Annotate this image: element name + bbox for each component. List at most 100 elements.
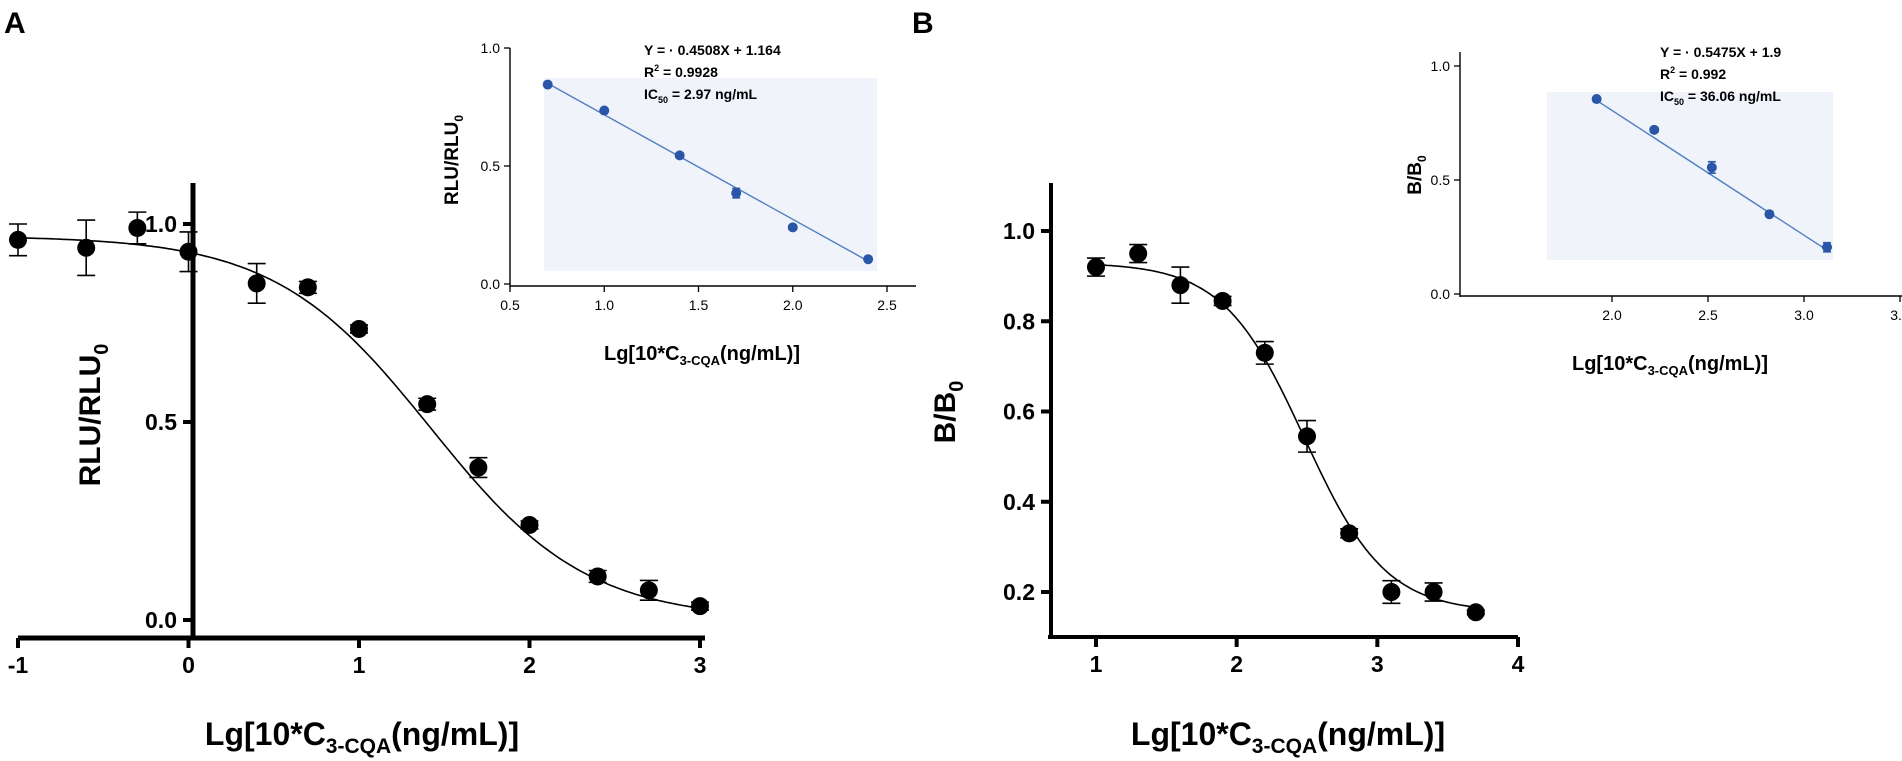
panel-b-data-point <box>1087 258 1105 277</box>
panel-b-y-ticks: 0.2 0.4 0.6 0.8 1.0 <box>1003 218 1051 605</box>
panel-a-x-axis-label: Lg[10*C3-CQA(ng/mL)] <box>205 716 519 758</box>
panel-a-inset-data-point <box>674 150 685 161</box>
panel-a-inset-x-tick-label: 1.5 <box>689 297 709 313</box>
panel-a-inset-x-axis-label: Lg[10*C3-CQA(ng/mL)] <box>604 343 800 368</box>
panel-a-inset-data-points <box>542 79 874 265</box>
panel-b-inset-y-axis-label: B/B0 <box>1405 155 1429 195</box>
panel-a-data-points <box>9 211 709 616</box>
panel-a-data-point <box>247 274 266 293</box>
panel-a-inset-data-point <box>599 105 610 116</box>
panel-a-inset-r2: R2 = 0.9928 <box>644 63 718 80</box>
panel-a-x-label-sub: 3-CQA <box>326 735 391 758</box>
panel-b-x-tick-label: 1 <box>1090 651 1103 677</box>
panel-b-inset-x-axis-label: Lg[10*C3-CQA(ng/mL)] <box>1572 353 1768 378</box>
panel-a-inset-x-label-suffix: (ng/mL)] <box>720 343 800 365</box>
panel-b-inset-x-label-sub: 3-CQA <box>1648 363 1689 378</box>
panel-a-inset-ic50-value: = 2.97 ng/mL <box>668 86 758 102</box>
panel-a-data-point <box>639 581 658 600</box>
panel-a-x-tick-label: -1 <box>8 652 29 678</box>
panel-b-y-tick-label: 0.4 <box>1003 489 1035 515</box>
panel-a-inset-x-tick-label: 0.5 <box>500 297 520 313</box>
panel-a-y-label-sub: 0 <box>91 344 113 355</box>
panel-b-x-tick-label: 2 <box>1230 651 1243 677</box>
panel-b-data-point <box>1466 603 1485 622</box>
panel-b-inset-ic50: IC50 = 36.06 ng/mL <box>1660 88 1781 107</box>
panel-b-inset-ic50-sub: 50 <box>1674 97 1684 107</box>
panel-a-inset-y-tick-label: 1.0 <box>481 40 501 56</box>
panel-b-x-axis-label: Lg[10*C3-CQA(ng/mL)] <box>1131 716 1445 758</box>
panel-a-data-point <box>691 597 709 616</box>
panel-b-inset-data-point <box>1706 162 1717 173</box>
panel-b-inset-y-tick-label: 1.0 <box>1431 58 1451 74</box>
panel-b-inset-data-point <box>1822 242 1833 253</box>
panel-a-y-ticks: 0.0 0.5 1.0 <box>145 211 193 633</box>
panel-a-inset-data-point <box>787 222 798 233</box>
panel-a-inset-x-tick-label: 1.0 <box>595 297 615 313</box>
panel-a-inset-r2-prefix: R <box>644 64 654 80</box>
panel-a-inset-y-ticks: 0.0 0.5 1.0 <box>481 40 510 292</box>
panel-b-inset-shading <box>1547 92 1833 260</box>
panel-b-main-chart: 1 2 3 4 0.2 0.4 0.6 0.8 1.0 Lg[10*C3-CQA(ng/mL)… <box>929 183 1525 758</box>
panel-b-data-point <box>1382 583 1401 601</box>
panel-a-inset-y-tick-label: 0.5 <box>481 158 501 174</box>
panel-b-data-point <box>1171 276 1190 295</box>
panel-b-inset-r2: R2 = 0.992 <box>1660 65 1726 82</box>
panel-a-inset-ic50: IC50 = 2.97 ng/mL <box>644 86 758 105</box>
panel-a-x-tick-label: 2 <box>523 652 536 678</box>
panel-b-inset-r2-value: = 0.992 <box>1675 66 1726 82</box>
panel-b-inset-ic50-prefix: IC <box>1660 88 1674 104</box>
panel-b-inset-equation: Y = · 0.5475X + 1.9 <box>1660 44 1781 60</box>
panel-b-y-tick-label: 1.0 <box>1003 218 1035 244</box>
panel-a-inset-x-ticks: 0.5 1.0 1.5 2.0 2.5 <box>500 286 897 313</box>
panel-b-data-point <box>1129 244 1148 263</box>
panel-a-x-tick-label: 1 <box>353 652 366 678</box>
panel-b-inset-ic50-value: = 36.06 ng/mL <box>1684 88 1781 104</box>
panel-b-fit-curve <box>1095 263 1476 608</box>
panel-b-data-point <box>1255 343 1274 362</box>
panel-a-inset-data-point <box>863 254 874 265</box>
panel-b-inset-data-point <box>1649 124 1660 135</box>
panel-b-inset-data-points <box>1591 94 1833 253</box>
panel-b-y-tick-label: 0.2 <box>1003 579 1035 605</box>
panel-b-x-tick-label: 4 <box>1512 651 1525 677</box>
panel-b-x-label-prefix: Lg[10*C <box>1131 716 1252 752</box>
panel-a-data-point <box>128 218 147 237</box>
panel-b-inset-x-label-prefix: Lg[10*C <box>1572 353 1648 375</box>
panel-a-data-point <box>179 242 198 261</box>
panel-a-inset-data-point <box>731 188 742 199</box>
panel-b-inset-y-tick-label: 0.0 <box>1431 286 1451 302</box>
panel-a-data-point <box>9 230 27 249</box>
panel-b-inset-x-tick-label: 3.0 <box>1794 307 1814 323</box>
panel-b-inset-y-label-main: B/B <box>1405 162 1426 195</box>
panel-b-y-tick-label: 0.6 <box>1003 399 1035 425</box>
panel-b-inset-chart: 2.0 2.5 3.0 3.5 0.0 0.5 1.0 Y = · 0.5475X + 1… <box>1405 44 1902 378</box>
panel-a-y-axis-label: RLU/RLU0 <box>74 344 113 487</box>
panel-a-inset-y-label-sub: 0 <box>452 115 466 122</box>
panel-a-data-point <box>77 238 96 257</box>
panel-a-inset-data-point <box>542 79 553 90</box>
panel-b-inset-fit-line <box>1596 99 1828 251</box>
panel-a-x-label-suffix: (ng/mL)] <box>391 716 519 752</box>
panel-a-inset-y-axis-label: RLU/RLU0 <box>442 115 466 205</box>
panel-b-data-point <box>1424 583 1443 601</box>
panel-b-inset-r2-prefix: R <box>1660 66 1670 82</box>
panel-a-x-tick-label: 3 <box>694 652 707 678</box>
panel-a-fit-curve <box>17 237 701 610</box>
panel-b-data-points <box>1087 243 1485 622</box>
panel-b-y-label-sub: 0 <box>946 381 968 392</box>
panel-b-inset-x-tick-label: 2.5 <box>1698 307 1718 323</box>
panel-b-inset-y-ticks: 0.0 0.5 1.0 <box>1431 58 1460 302</box>
panel-a-data-point <box>350 319 368 338</box>
panel-b-inset-data-point <box>1764 209 1775 220</box>
panel-b-x-ticks: 1 2 3 4 <box>1090 637 1525 677</box>
panel-b-x-tick-label: 3 <box>1371 651 1384 677</box>
panel-a-inset-y-label-main: RLU/RLU <box>442 122 463 205</box>
panel-a-inset-x-tick-label: 2.5 <box>877 297 897 313</box>
panel-a-y-tick-label: 0.5 <box>145 409 177 435</box>
panel-a-data-point <box>469 458 488 477</box>
panel-a-inset-ic50-prefix: IC <box>644 86 658 102</box>
panel-b-y-tick-label: 0.8 <box>1003 308 1035 334</box>
panel-b-inset-y-label-sub: 0 <box>1415 155 1429 162</box>
panel-a-inset-shading <box>544 78 877 271</box>
